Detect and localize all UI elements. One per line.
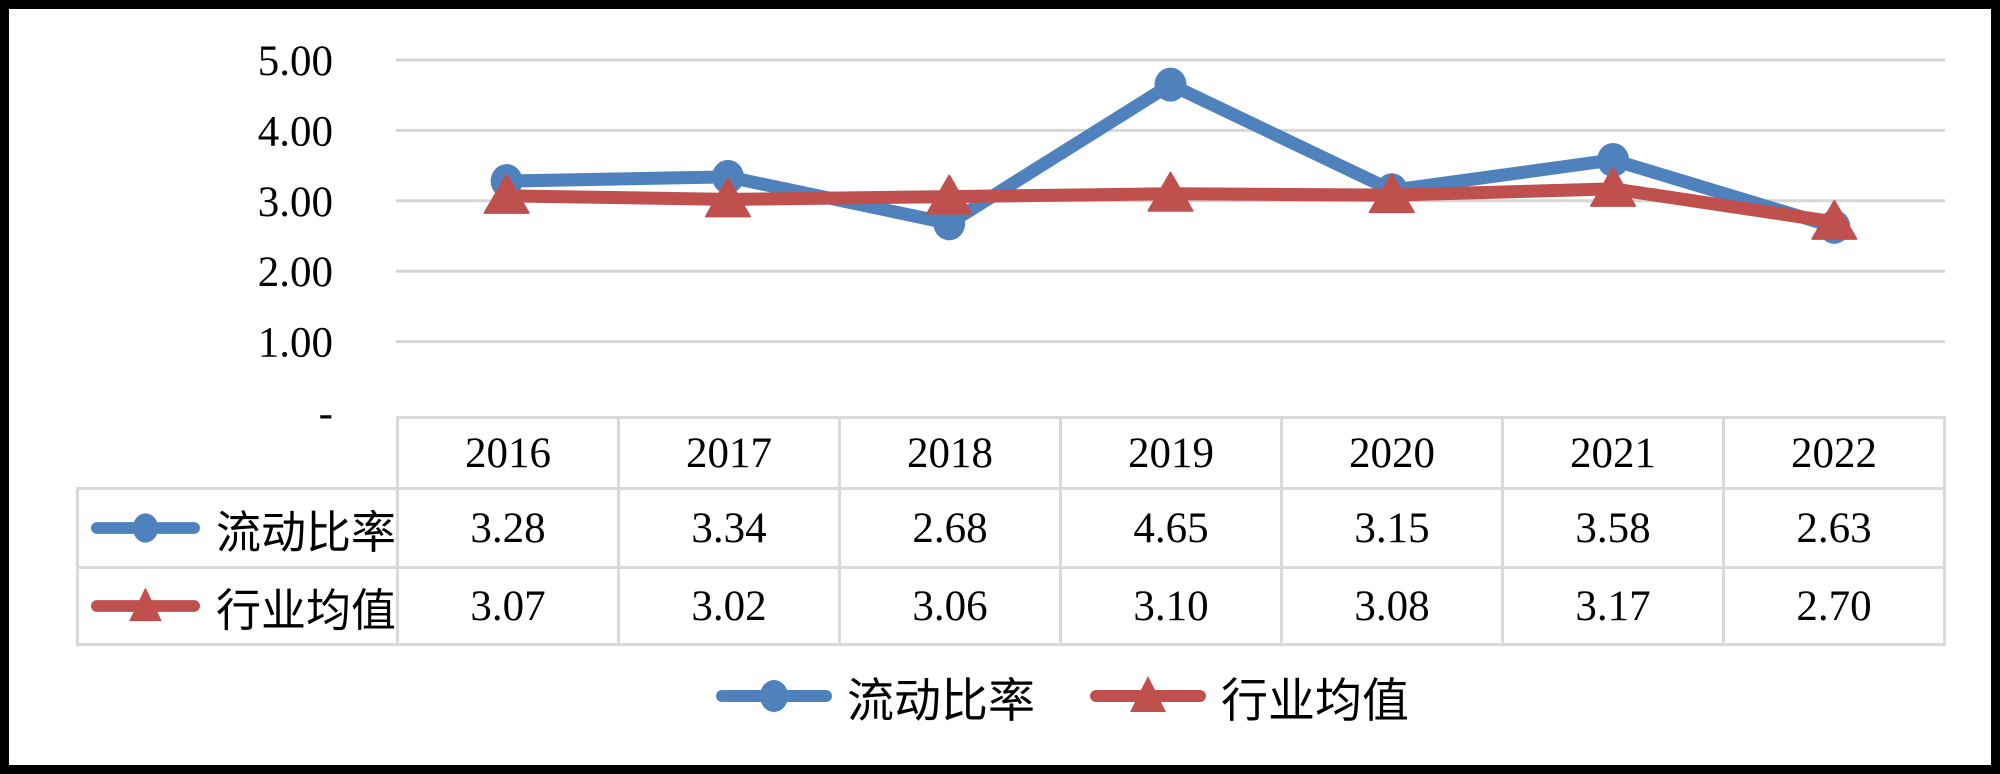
- data-point-triangle-icon: [1147, 171, 1194, 212]
- series-name-label: 行业均值: [215, 585, 396, 636]
- y-axis-tick-label: 2.00: [258, 249, 333, 296]
- legend-item-label: 行业均值: [1221, 675, 1409, 728]
- data-point-triangle-icon: [1590, 166, 1637, 207]
- year-header-cell: 2020: [1280, 416, 1504, 490]
- year-header-cell: 2018: [838, 416, 1062, 490]
- data-point-circle-icon: [1597, 142, 1630, 177]
- series-name-label: 流动比率: [215, 507, 396, 558]
- value-cell: 3.08: [1280, 566, 1504, 646]
- legend-circle-marker-icon: [716, 680, 832, 712]
- value-cell: 2.68: [838, 487, 1062, 569]
- legend-item-series-1: 行业均值: [1089, 662, 1409, 731]
- data-point-triangle-icon: [926, 174, 973, 215]
- data-point-triangle-icon: [1368, 173, 1415, 214]
- y-axis-tick-label: 4.00: [258, 108, 333, 155]
- year-header-cell: 2016: [396, 416, 620, 490]
- value-cell: 3.28: [396, 487, 620, 569]
- value-cell: 3.07: [396, 566, 620, 646]
- value-cell: 3.17: [1501, 566, 1725, 646]
- y-axis-tick-label: 1.00: [258, 320, 333, 367]
- year-header-cell: 2019: [1059, 416, 1283, 490]
- value-cell: 3.15: [1280, 487, 1504, 569]
- series-label-cell: 流动比率: [76, 487, 399, 569]
- data-point-circle-icon: [711, 159, 744, 194]
- y-axis-tick-label: 3.00: [258, 179, 333, 226]
- data-table-wrapper: 2016 2017 2018 2019 2020 2021 2022 流动比率 3.28 3.34…: [76, 416, 1946, 646]
- value-cell: 2.70: [1722, 566, 1946, 646]
- table-series-row: 流动比率 3.28 3.34 2.68 4.65 3.15 3.58 2.63: [76, 487, 1946, 569]
- year-header-cell: 2022: [1722, 416, 1946, 490]
- series-label-cell: 行业均值: [76, 566, 399, 646]
- legend-item-series-0: 流动比率: [715, 662, 1035, 731]
- value-cell: 3.02: [617, 566, 841, 646]
- year-header-cell: 2021: [1501, 416, 1725, 490]
- value-cell: 2.63: [1722, 487, 1946, 569]
- y-axis-tick-label: 5.00: [258, 38, 333, 85]
- value-cell: 3.06: [838, 566, 1062, 646]
- legend-key-triangle-icon: [91, 587, 200, 622]
- value-cell: 4.65: [1059, 487, 1283, 569]
- y-axis-tick-label: -: [319, 390, 333, 437]
- legend-item-label: 流动比率: [847, 675, 1035, 728]
- value-cell: 3.58: [1501, 487, 1725, 569]
- data-point-circle-icon: [933, 206, 966, 241]
- line-chart: 5.00 4.00 3.00 2.00 1.00 -: [258, 38, 1945, 437]
- table-corner-cell: [78, 418, 398, 489]
- data-point-triangle-icon: [1811, 199, 1858, 240]
- year-header-cell: 2017: [617, 416, 841, 490]
- legend-key-circle-icon: [91, 513, 200, 543]
- data-point-triangle-icon: [704, 177, 751, 218]
- chart-legend: 流动比率 行业均值: [71, 662, 1991, 731]
- legend-triangle-marker-icon: [1090, 676, 1206, 712]
- data-point-triangle-icon: [483, 173, 530, 214]
- value-cell: 3.10: [1059, 566, 1283, 646]
- data-table: 2016 2017 2018 2019 2020 2021 2022 流动比率 3.28 3.34…: [76, 416, 1946, 646]
- data-point-circle-icon: [1154, 67, 1187, 102]
- table-series-row: 行业均值 3.07 3.02 3.06 3.10 3.08 3.17 2.70: [76, 566, 1946, 646]
- value-cell: 3.34: [617, 487, 841, 569]
- table-header-row: 2016 2017 2018 2019 2020 2021 2022: [78, 416, 1946, 490]
